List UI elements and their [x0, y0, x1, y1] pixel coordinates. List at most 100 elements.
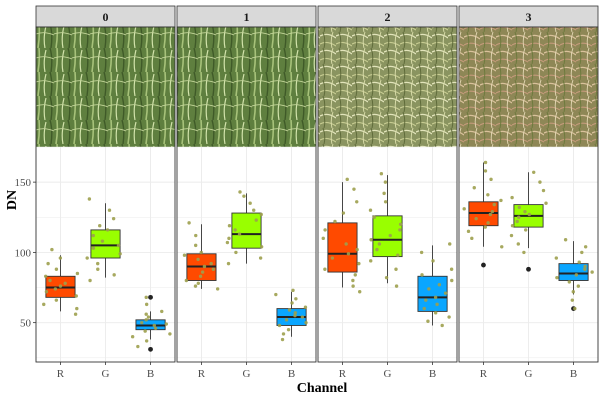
jitter-point-R: [42, 302, 46, 307]
jitter-point-G: [107, 208, 112, 212]
jitter-point-R: [73, 312, 78, 316]
facet-panel-3: 3 R G B: [458, 5, 599, 380]
jitter-point-G: [242, 194, 246, 198]
jitter-point-G: [118, 252, 122, 256]
jitter-point-B: [437, 283, 442, 287]
jitter-point-B: [450, 278, 454, 283]
jitter-point-R: [58, 284, 63, 288]
jitter-point-R: [194, 233, 198, 238]
facet-panel-2: 2 R G B: [317, 5, 458, 380]
jitter-point-G: [254, 218, 258, 222]
jitter-point-R: [355, 200, 359, 204]
jitter-point-B: [422, 306, 426, 311]
jitter-point-B: [570, 298, 575, 302]
jitter-point-B: [303, 305, 308, 309]
box-B: [558, 263, 589, 281]
jitter-point-G: [379, 171, 384, 176]
jitter-point-R: [200, 270, 205, 274]
jitter-point-R: [209, 261, 213, 266]
jitter-point-G: [541, 188, 546, 193]
jitter-point-G: [96, 261, 100, 266]
jitter-point-B: [164, 322, 169, 326]
facet-strip-label: 3: [526, 10, 532, 24]
jitter-point-B: [573, 306, 577, 311]
jitter-point-G: [523, 209, 527, 214]
x-tick-label-B: B: [570, 368, 577, 380]
jitter-point-G: [517, 215, 521, 219]
jitter-point-R: [358, 290, 362, 294]
jitter-point-G: [388, 233, 392, 238]
jitter-point-R: [346, 252, 351, 256]
jitter-point-G: [384, 275, 389, 280]
jitter-point-G: [85, 256, 89, 260]
jitter-point-B: [554, 256, 559, 260]
jitter-point-R: [488, 212, 493, 217]
jitter-point-R: [472, 186, 476, 190]
jitter-point-R: [490, 209, 495, 214]
jitter-point-R: [500, 245, 504, 249]
outlier-point-B: [148, 294, 153, 300]
x-tick-label-R: R: [198, 368, 206, 380]
jitter-point-G: [227, 223, 232, 228]
facet-panel-1: 1 R G B: [176, 5, 317, 380]
jitter-point-G: [225, 240, 230, 245]
y-tick-label: 100: [15, 247, 32, 259]
jitter-point-G: [259, 245, 264, 249]
jitter-point-B: [574, 273, 579, 277]
jitter-point-G: [538, 180, 542, 184]
jitter-point-B: [433, 295, 438, 300]
jitter-point-R: [321, 236, 325, 241]
jitter-point-G: [527, 212, 532, 217]
jitter-point-G: [369, 259, 373, 263]
x-tick-label-G: G: [384, 368, 392, 380]
jitter-point-G: [510, 223, 515, 228]
jitter-point-R: [345, 177, 349, 182]
jitter-point-R: [474, 216, 478, 221]
jitter-point-R: [333, 219, 337, 224]
jitter-point-B: [130, 335, 135, 339]
jitter-point-G: [87, 197, 92, 201]
jitter-point-R: [54, 298, 59, 302]
jitter-point-B: [567, 280, 572, 284]
jitter-point-B: [152, 323, 157, 328]
x-tick-label-B: B: [429, 368, 436, 380]
jitter-point-R: [499, 198, 503, 203]
jitter-point-G: [375, 247, 379, 252]
jitter-point-G: [368, 208, 373, 212]
jitter-point-B: [583, 264, 587, 269]
jitter-point-B: [424, 298, 428, 302]
jitter-point-G: [112, 273, 116, 277]
x-axis-title: Channel: [297, 381, 348, 396]
x-tick-label-R: R: [57, 368, 65, 380]
box-G: [90, 229, 121, 259]
jitter-point-B: [168, 332, 172, 336]
jitter-point-R: [193, 284, 198, 288]
jitter-point-B: [143, 329, 147, 333]
jitter-point-G: [234, 250, 238, 255]
jitter-point-B: [293, 313, 297, 318]
jitter-point-G: [522, 250, 526, 255]
jitter-point-R: [48, 278, 52, 283]
jitter-point-G: [516, 242, 521, 246]
y-axis-title: DN: [5, 190, 20, 210]
jitter-point-G: [396, 253, 400, 257]
jitter-point-R: [483, 160, 488, 165]
y-tick-label: 150: [15, 177, 32, 189]
jitter-point-R: [202, 264, 207, 269]
jitter-point-R: [323, 267, 327, 271]
jitter-point-G: [372, 215, 376, 219]
jitter-point-B: [294, 297, 298, 301]
jitter-point-G: [515, 219, 519, 224]
jitter-point-R: [50, 247, 54, 252]
jitter-point-B: [433, 311, 438, 315]
jitter-point-B: [287, 308, 292, 312]
crop-canopy-photo: [177, 27, 316, 147]
jitter-point-R: [351, 284, 355, 288]
jitter-point-R: [355, 247, 359, 252]
jitter-point-R: [182, 253, 187, 257]
outlier-point-B: [148, 346, 153, 352]
jitter-point-B: [583, 245, 588, 249]
jitter-point-G: [398, 228, 402, 232]
jitter-point-R: [63, 281, 67, 286]
jitter-point-R: [44, 290, 49, 294]
